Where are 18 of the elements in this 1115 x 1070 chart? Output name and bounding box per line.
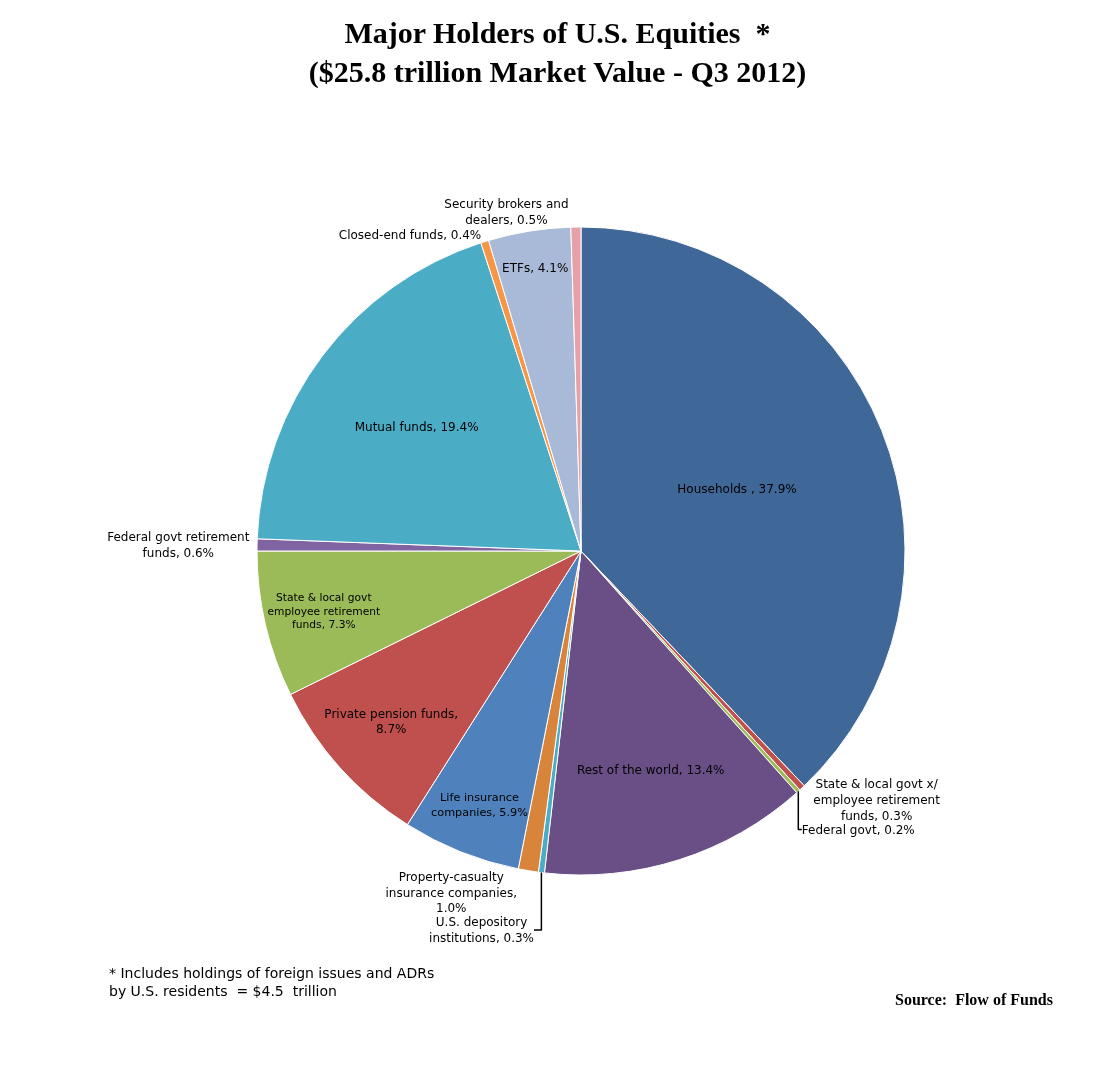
slice-label: Property-casualty insurance companies, 1.0% [385,870,518,916]
slice-label: Federal govt, 0.2% [801,822,915,837]
slice-label: Security brokers and dealers, 0.5% [444,197,569,228]
slice-label: Private pension funds, 8.7% [324,706,459,737]
slice-label: State & local govt employee retirement funds, 7.3% [267,590,381,632]
slice-label: Federal govt retirement funds, 0.6% [107,530,250,560]
slice-label: Households , 37.9% [677,481,797,496]
slice-label: Mutual funds, 19.4% [354,419,479,434]
slice-label: State & local govt x/ employee retirement funds, 0.3% [813,777,941,823]
chart-title: Major Holders of U.S. Equities * [344,15,771,49]
slice-label: Life insurance companies, 5.9% [431,791,529,820]
slice-label: ETFs, 4.1% [502,260,569,275]
slice-label: Closed-end funds, 0.4% [338,228,482,243]
slice-label: U.S. depository institutions, 0.3% [429,915,534,945]
text: * Includes holdings of foreign issues and ADRs by U.S. residents = $4.5 trillion [109,965,435,1000]
source-note: Source: Flow of Funds [895,991,1053,1008]
chart-subtitle: ($25.8 trillion Market Value - Q3 2012) [308,54,807,89]
slice-label: Rest of the world, 13.4% [576,763,725,778]
